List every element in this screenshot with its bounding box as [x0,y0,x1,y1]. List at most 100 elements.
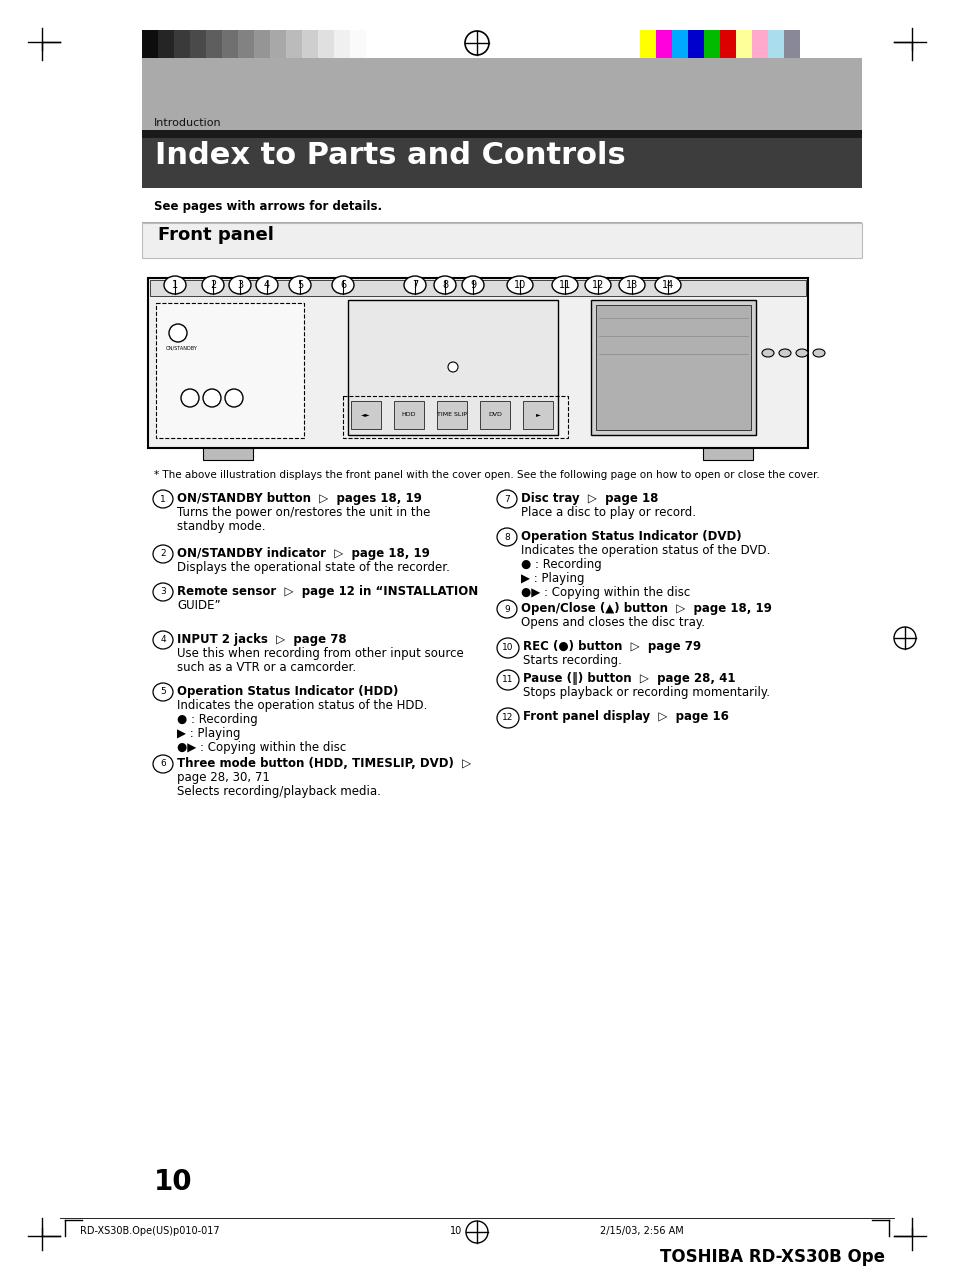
Circle shape [203,389,221,406]
Bar [671,29,687,58]
Ellipse shape [552,276,578,294]
Text: REC (●) button  ▷  page 79: REC (●) button ▷ page 79 [522,640,700,653]
Text: page 28, 30, 71: page 28, 30, 71 [177,771,270,783]
Bar [767,29,783,58]
Text: 12: 12 [591,280,603,290]
Bar [253,29,270,58]
Text: Selects recording/playback media.: Selects recording/playback media. [177,785,380,797]
Ellipse shape [434,276,456,294]
Text: Stops playback or recording momentarily.: Stops playback or recording momentarily. [522,686,769,699]
Text: DVD: DVD [488,413,501,418]
Ellipse shape [497,599,517,619]
Bar [343,396,567,438]
Bar [148,279,807,449]
Text: 4: 4 [160,635,166,644]
Text: 11: 11 [558,280,571,290]
Text: 6: 6 [339,280,346,290]
Bar [158,29,173,58]
Bar [142,222,862,258]
Bar [436,401,467,429]
Ellipse shape [497,489,517,507]
Text: 1: 1 [160,495,166,504]
Text: 10: 10 [501,644,514,653]
Bar [142,138,862,188]
Circle shape [448,362,457,372]
Bar [703,29,720,58]
Text: 13: 13 [625,280,638,290]
Bar [751,29,767,58]
Text: Front panel: Front panel [158,226,274,244]
Ellipse shape [461,276,483,294]
Circle shape [169,325,187,343]
Text: ◄►: ◄► [361,413,371,418]
Text: GUIDE”: GUIDE” [177,599,220,612]
Text: * The above illustration displays the front panel with the cover open. See the f: * The above illustration displays the fr… [153,470,819,481]
Text: Three mode button (HDD, TIMESLIP, DVD)  ▷: Three mode button (HDD, TIMESLIP, DVD) ▷ [177,757,471,771]
Text: 5: 5 [296,280,303,290]
Bar [702,449,752,460]
Text: HDD: HDD [401,413,416,418]
Ellipse shape [164,276,186,294]
Bar [596,305,750,429]
Bar [142,29,158,58]
Text: such as a VTR or a camcorder.: such as a VTR or a camcorder. [177,661,355,674]
Text: ▶ : Playing: ▶ : Playing [520,573,584,585]
Text: Indicates the operation status of the HDD.: Indicates the operation status of the HD… [177,699,427,712]
Text: Turns the power on/restores the unit in the: Turns the power on/restores the unit in … [177,506,430,519]
Text: Index to Parts and Controls: Index to Parts and Controls [154,141,625,170]
Bar [237,29,253,58]
Ellipse shape [497,528,517,546]
Ellipse shape [655,276,680,294]
Text: 11: 11 [501,676,514,685]
Text: Front panel display  ▷  page 16: Front panel display ▷ page 16 [522,711,728,723]
Bar [142,130,862,138]
Bar [351,401,380,429]
Bar [639,29,656,58]
Text: ● : Recording: ● : Recording [520,558,601,571]
Text: TOSHIBA RD-XS30B Ope: TOSHIBA RD-XS30B Ope [659,1249,884,1266]
Ellipse shape [289,276,311,294]
Bar [286,29,302,58]
Text: RD-XS30B.Ope(US)p010-017: RD-XS30B.Ope(US)p010-017 [80,1226,219,1236]
Ellipse shape [779,349,790,357]
Bar [720,29,735,58]
Bar [783,29,800,58]
Ellipse shape [152,682,172,702]
Ellipse shape [229,276,251,294]
Text: Starts recording.: Starts recording. [522,654,621,667]
Text: 2/15/03, 2:56 AM: 2/15/03, 2:56 AM [599,1226,683,1236]
Text: Place a disc to play or record.: Place a disc to play or record. [520,506,696,519]
Text: 3: 3 [160,588,166,597]
Bar [190,29,206,58]
Text: 10: 10 [514,280,525,290]
Ellipse shape [152,489,172,507]
Text: Remote sensor  ▷  page 12 in “INSTALLATION: Remote sensor ▷ page 12 in “INSTALLATION [177,585,477,598]
Text: Operation Status Indicator (DVD): Operation Status Indicator (DVD) [520,530,740,543]
Text: 8: 8 [441,280,448,290]
Ellipse shape [761,349,773,357]
Bar [142,58,862,130]
Text: 9: 9 [503,604,509,613]
Bar [735,29,751,58]
Ellipse shape [403,276,426,294]
Text: 3: 3 [236,280,243,290]
Bar [479,401,510,429]
Text: Disc tray  ▷  page 18: Disc tray ▷ page 18 [520,492,658,505]
Bar [302,29,317,58]
Bar [334,29,350,58]
Ellipse shape [618,276,644,294]
Ellipse shape [152,755,172,773]
Text: Opens and closes the disc tray.: Opens and closes the disc tray. [520,616,704,629]
Bar [156,303,304,438]
Bar [394,401,423,429]
Bar [173,29,190,58]
Text: 7: 7 [412,280,417,290]
Text: 2: 2 [210,280,216,290]
Ellipse shape [584,276,610,294]
Text: Displays the operational state of the recorder.: Displays the operational state of the re… [177,561,450,574]
Text: 8: 8 [503,533,509,542]
Text: ON/STANDBY: ON/STANDBY [166,345,197,350]
Bar [317,29,334,58]
Text: 14: 14 [661,280,674,290]
Bar [270,29,286,58]
